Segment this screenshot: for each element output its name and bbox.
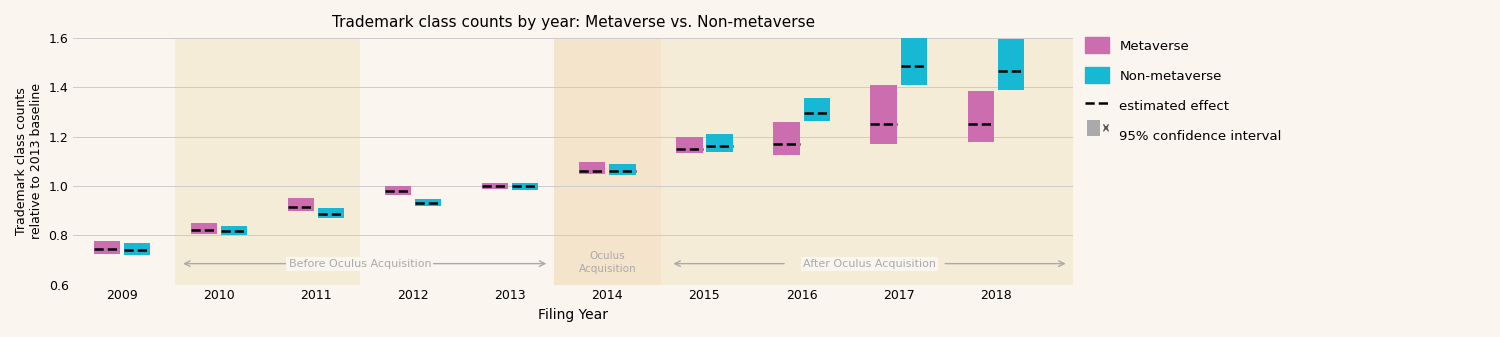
Bar xyxy=(662,38,1074,284)
Title: Trademark class counts by year: Metaverse vs. Non-metaverse: Trademark class counts by year: Metavers… xyxy=(332,15,815,30)
Bar xyxy=(288,198,314,211)
Y-axis label: Trademark class counts
relative to 2013 baseline: Trademark class counts relative to 2013 … xyxy=(15,83,44,239)
Bar xyxy=(74,38,176,284)
Bar xyxy=(870,85,897,144)
Bar xyxy=(998,39,1024,90)
X-axis label: Filing Year: Filing Year xyxy=(538,308,609,322)
Bar xyxy=(706,134,732,152)
Bar xyxy=(386,186,411,195)
Bar xyxy=(804,98,830,121)
Bar xyxy=(220,226,248,235)
Bar xyxy=(900,35,927,86)
Bar xyxy=(512,183,538,190)
Bar xyxy=(94,241,120,254)
Bar xyxy=(554,38,662,284)
Bar xyxy=(416,199,441,206)
Legend: Metaverse, Non-metaverse, estimated effect, 95% confidence interval: Metaverse, Non-metaverse, estimated effe… xyxy=(1084,37,1281,143)
Bar xyxy=(482,183,508,189)
Bar xyxy=(774,122,800,155)
Bar xyxy=(318,208,345,218)
Bar xyxy=(579,162,606,174)
Bar xyxy=(190,223,217,234)
Text: After Oculus Acquisition: After Oculus Acquisition xyxy=(802,258,936,269)
Text: Oculus
Acquisition: Oculus Acquisition xyxy=(579,251,636,274)
Bar xyxy=(124,243,150,254)
Bar xyxy=(360,38,554,284)
Bar xyxy=(676,137,702,153)
Text: Before Oculus Acquisition: Before Oculus Acquisition xyxy=(288,258,430,269)
Bar xyxy=(968,91,994,142)
Bar xyxy=(176,38,360,284)
Bar xyxy=(609,164,636,175)
